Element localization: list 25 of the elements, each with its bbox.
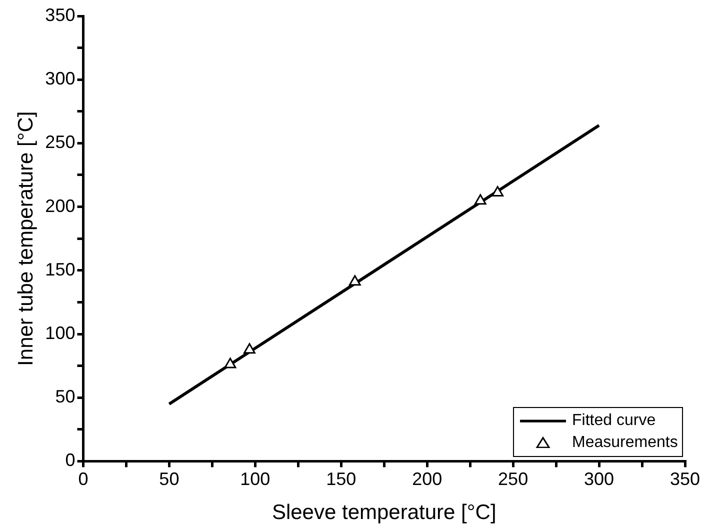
y-tick-label: 250: [45, 132, 76, 152]
legend-label: Measurements: [572, 434, 678, 452]
y-tick-label: 200: [45, 196, 76, 216]
y-axis-title: Inner tube temperature [°C]: [14, 111, 38, 366]
legend-label: Fitted curve: [572, 412, 656, 430]
y-tick-label: 100: [45, 322, 76, 343]
x-axis-title: Sleeve temperature [°C]: [272, 501, 496, 524]
x-tick-label: 100: [240, 468, 270, 489]
x-tick-label: 250: [498, 468, 528, 489]
point: [492, 186, 504, 197]
point: [224, 358, 236, 368]
point: [244, 343, 256, 354]
y-tick-label: 0: [65, 450, 76, 470]
x-tick-label: 150: [326, 468, 356, 489]
y-tick-label: 50: [55, 386, 76, 407]
x-tick-label: 200: [412, 468, 442, 489]
y-tick-label: 150: [45, 259, 76, 280]
x-tick-label: 350: [670, 468, 700, 489]
x-tick-label: 50: [159, 468, 180, 489]
x-tick-label: 300: [584, 468, 614, 489]
x-tick-label: 0: [78, 468, 88, 489]
point: [348, 275, 361, 286]
y-tick-label: 350: [45, 4, 76, 25]
point: [474, 194, 486, 205]
y-tick-label: 300: [45, 68, 76, 89]
